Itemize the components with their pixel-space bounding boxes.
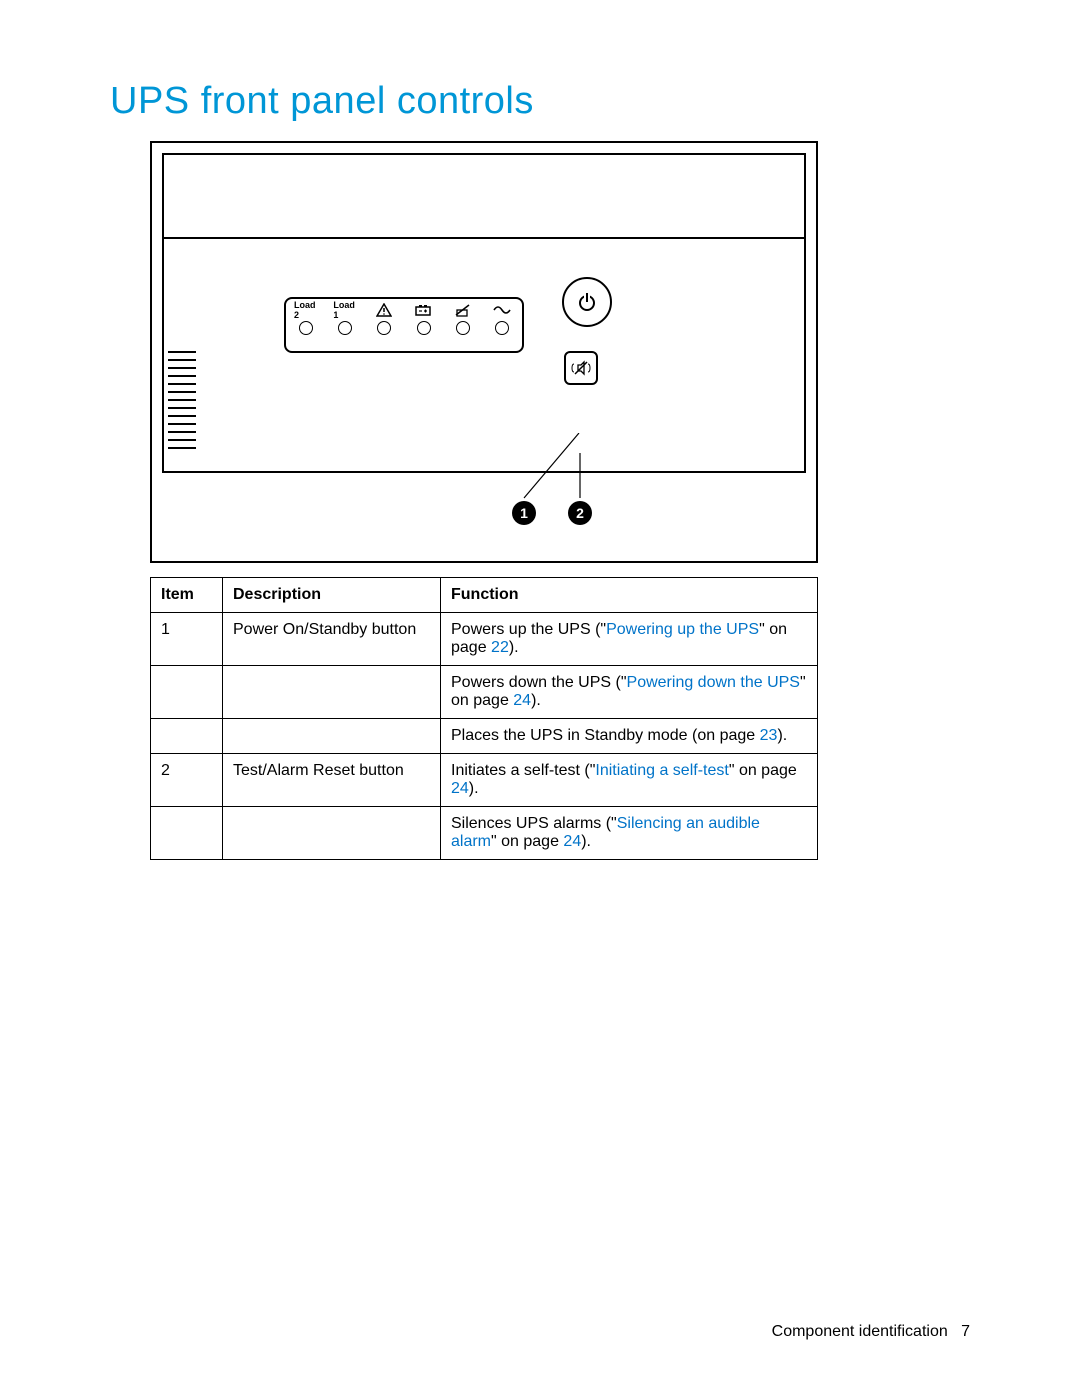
cell-function: Silences UPS alarms ("Silencing an audib… bbox=[441, 807, 818, 860]
cell-function: Powers down the UPS ("Powering down the … bbox=[441, 666, 818, 719]
col-item: Item bbox=[151, 578, 223, 613]
callout-2: 2 bbox=[568, 501, 592, 525]
test-alarm-reset-button[interactable] bbox=[564, 351, 598, 385]
table-row: 2Test/Alarm Reset buttonInitiates a self… bbox=[151, 754, 818, 807]
label-load2: Load 2 bbox=[294, 303, 317, 317]
vent-grille bbox=[168, 351, 196, 455]
led-indicator-panel: Load 2 Load 1 bbox=[284, 297, 524, 353]
led-load2: Load 2 bbox=[294, 303, 317, 335]
cell-item bbox=[151, 807, 223, 860]
xref-page[interactable]: 24 bbox=[513, 692, 531, 709]
cell-description: Power On/Standby button bbox=[223, 613, 441, 666]
footer-page: 7 bbox=[961, 1323, 970, 1340]
xref-link[interactable]: Powering up the UPS bbox=[606, 621, 759, 638]
cell-description bbox=[223, 666, 441, 719]
led-battery bbox=[412, 303, 435, 335]
battery-icon bbox=[415, 304, 433, 316]
callout-1: 1 bbox=[512, 501, 536, 525]
replace-battery-icon bbox=[455, 303, 471, 317]
table-header-row: Item Description Function bbox=[151, 578, 818, 613]
device-outline: Load 2 Load 1 bbox=[162, 153, 806, 473]
xref-link[interactable]: Powering down the UPS bbox=[627, 674, 800, 691]
mute-icon bbox=[570, 359, 592, 377]
cell-function: Places the UPS in Standby mode (on page … bbox=[441, 719, 818, 754]
led-load1: Load 1 bbox=[333, 303, 356, 335]
page-footer: Component identification 7 bbox=[772, 1323, 970, 1341]
cell-item: 2 bbox=[151, 754, 223, 807]
device-diagram: Load 2 Load 1 bbox=[150, 141, 818, 563]
controls-table: Item Description Function 1Power On/Stan… bbox=[150, 577, 818, 860]
footer-section: Component identification bbox=[772, 1323, 948, 1340]
led-warning bbox=[373, 303, 396, 335]
cell-item: 1 bbox=[151, 613, 223, 666]
cell-description: Test/Alarm Reset button bbox=[223, 754, 441, 807]
device-top-strip bbox=[164, 155, 804, 239]
cell-item bbox=[151, 719, 223, 754]
xref-link[interactable]: Initiating a self-test bbox=[595, 762, 728, 779]
cell-function: Powers up the UPS ("Powering up the UPS"… bbox=[441, 613, 818, 666]
page-title: UPS front panel controls bbox=[110, 80, 970, 123]
sine-icon bbox=[493, 304, 511, 316]
label-load1: Load 1 bbox=[333, 303, 356, 317]
cell-description bbox=[223, 719, 441, 754]
device-body: Load 2 Load 1 bbox=[164, 239, 804, 475]
xref-page[interactable]: 24 bbox=[451, 780, 469, 797]
callout-layer: 1 2 bbox=[162, 473, 806, 551]
power-standby-button[interactable] bbox=[562, 277, 612, 327]
power-icon bbox=[576, 291, 598, 313]
warning-icon bbox=[376, 303, 392, 317]
table-row: Places the UPS in Standby mode (on page … bbox=[151, 719, 818, 754]
cell-item bbox=[151, 666, 223, 719]
col-function: Function bbox=[441, 578, 818, 613]
table-row: Powers down the UPS ("Powering down the … bbox=[151, 666, 818, 719]
xref-page[interactable]: 24 bbox=[563, 833, 581, 850]
xref-link[interactable]: Silencing an audible alarm bbox=[451, 815, 760, 850]
col-description: Description bbox=[223, 578, 441, 613]
xref-page[interactable]: 22 bbox=[491, 639, 509, 656]
table-row: 1Power On/Standby buttonPowers up the UP… bbox=[151, 613, 818, 666]
cell-function: Initiates a self-test ("Initiating a sel… bbox=[441, 754, 818, 807]
xref-page[interactable]: 23 bbox=[760, 727, 778, 744]
led-replace-battery bbox=[451, 303, 474, 335]
cell-description bbox=[223, 807, 441, 860]
led-ac bbox=[491, 303, 514, 335]
table-row: Silences UPS alarms ("Silencing an audib… bbox=[151, 807, 818, 860]
